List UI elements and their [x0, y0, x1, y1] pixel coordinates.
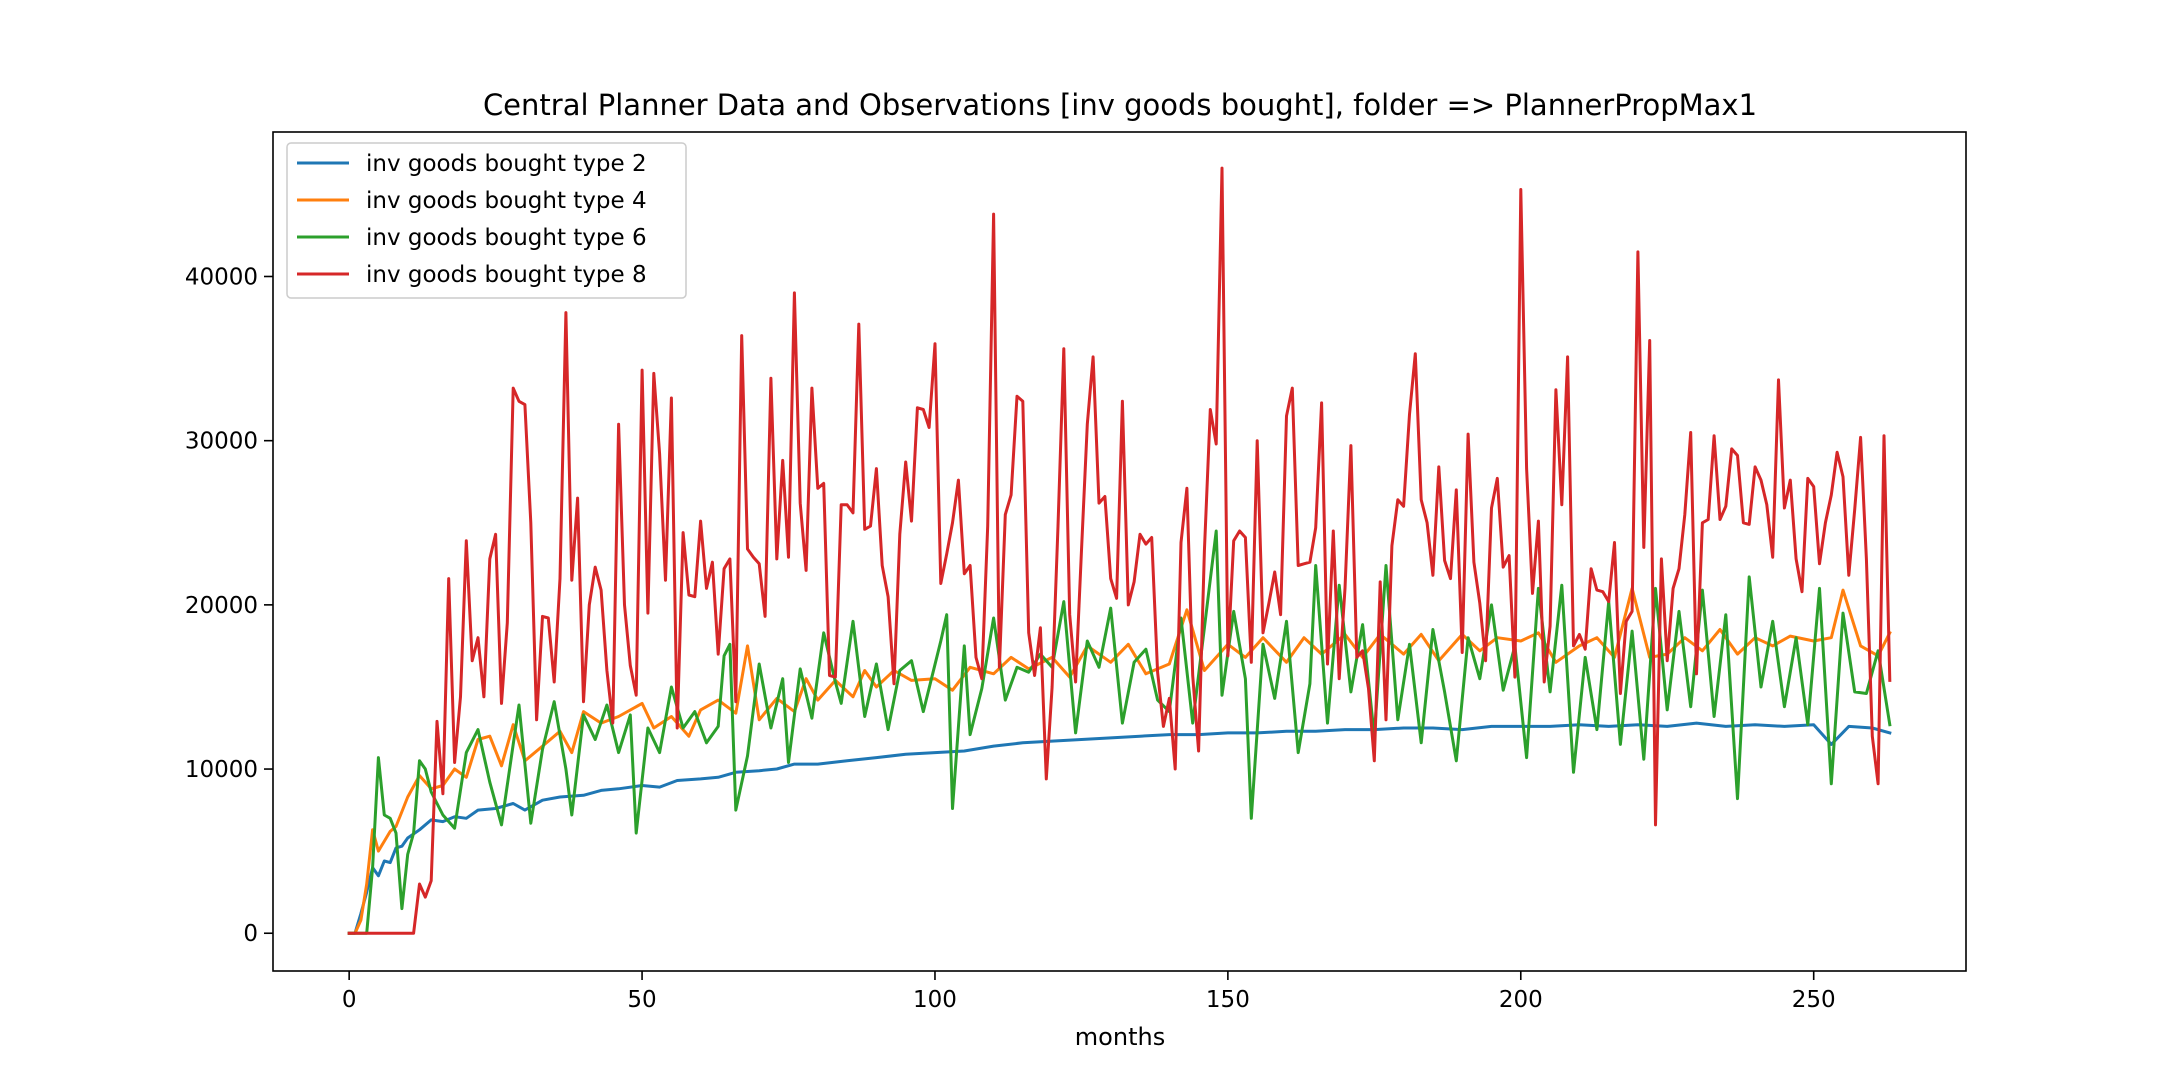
- x-axis-label: months: [1075, 1023, 1165, 1051]
- legend-label: inv goods bought type 6: [366, 225, 647, 251]
- x-tick-label: 250: [1792, 987, 1836, 1013]
- legend-label: inv goods bought type 2: [366, 151, 647, 177]
- series-layer: [347, 166, 1892, 935]
- legend-label: inv goods bought type 8: [366, 262, 647, 288]
- y-tick-label: 40000: [185, 264, 258, 290]
- legend: inv goods bought type 2 inv goods bought …: [286, 142, 687, 299]
- y-tick-label: 20000: [185, 593, 258, 619]
- chart-title: Central Planner Data and Observations [i…: [483, 88, 1757, 122]
- legend-entries: inv goods bought type 2 inv goods bought …: [297, 151, 647, 288]
- x-tick-label: 0: [342, 987, 357, 1013]
- legend-box: [286, 142, 687, 299]
- x-tick-label: 200: [1499, 987, 1543, 1013]
- y-tick-label: 10000: [185, 757, 258, 783]
- y-axis: 0 10000 20000 30000 40000: [185, 264, 273, 947]
- y-tick-label: 30000: [185, 429, 258, 455]
- series-line-type-8: [347, 166, 1892, 935]
- x-tick-label: 100: [913, 987, 957, 1013]
- plot-frame: [272, 131, 1967, 972]
- x-tick-label: 50: [627, 987, 656, 1013]
- x-axis: 0 50 100 150 200 250: [342, 971, 1836, 1013]
- x-tick-label: 150: [1206, 987, 1250, 1013]
- legend-label: inv goods bought type 4: [366, 188, 647, 214]
- y-tick-label: 0: [243, 921, 258, 947]
